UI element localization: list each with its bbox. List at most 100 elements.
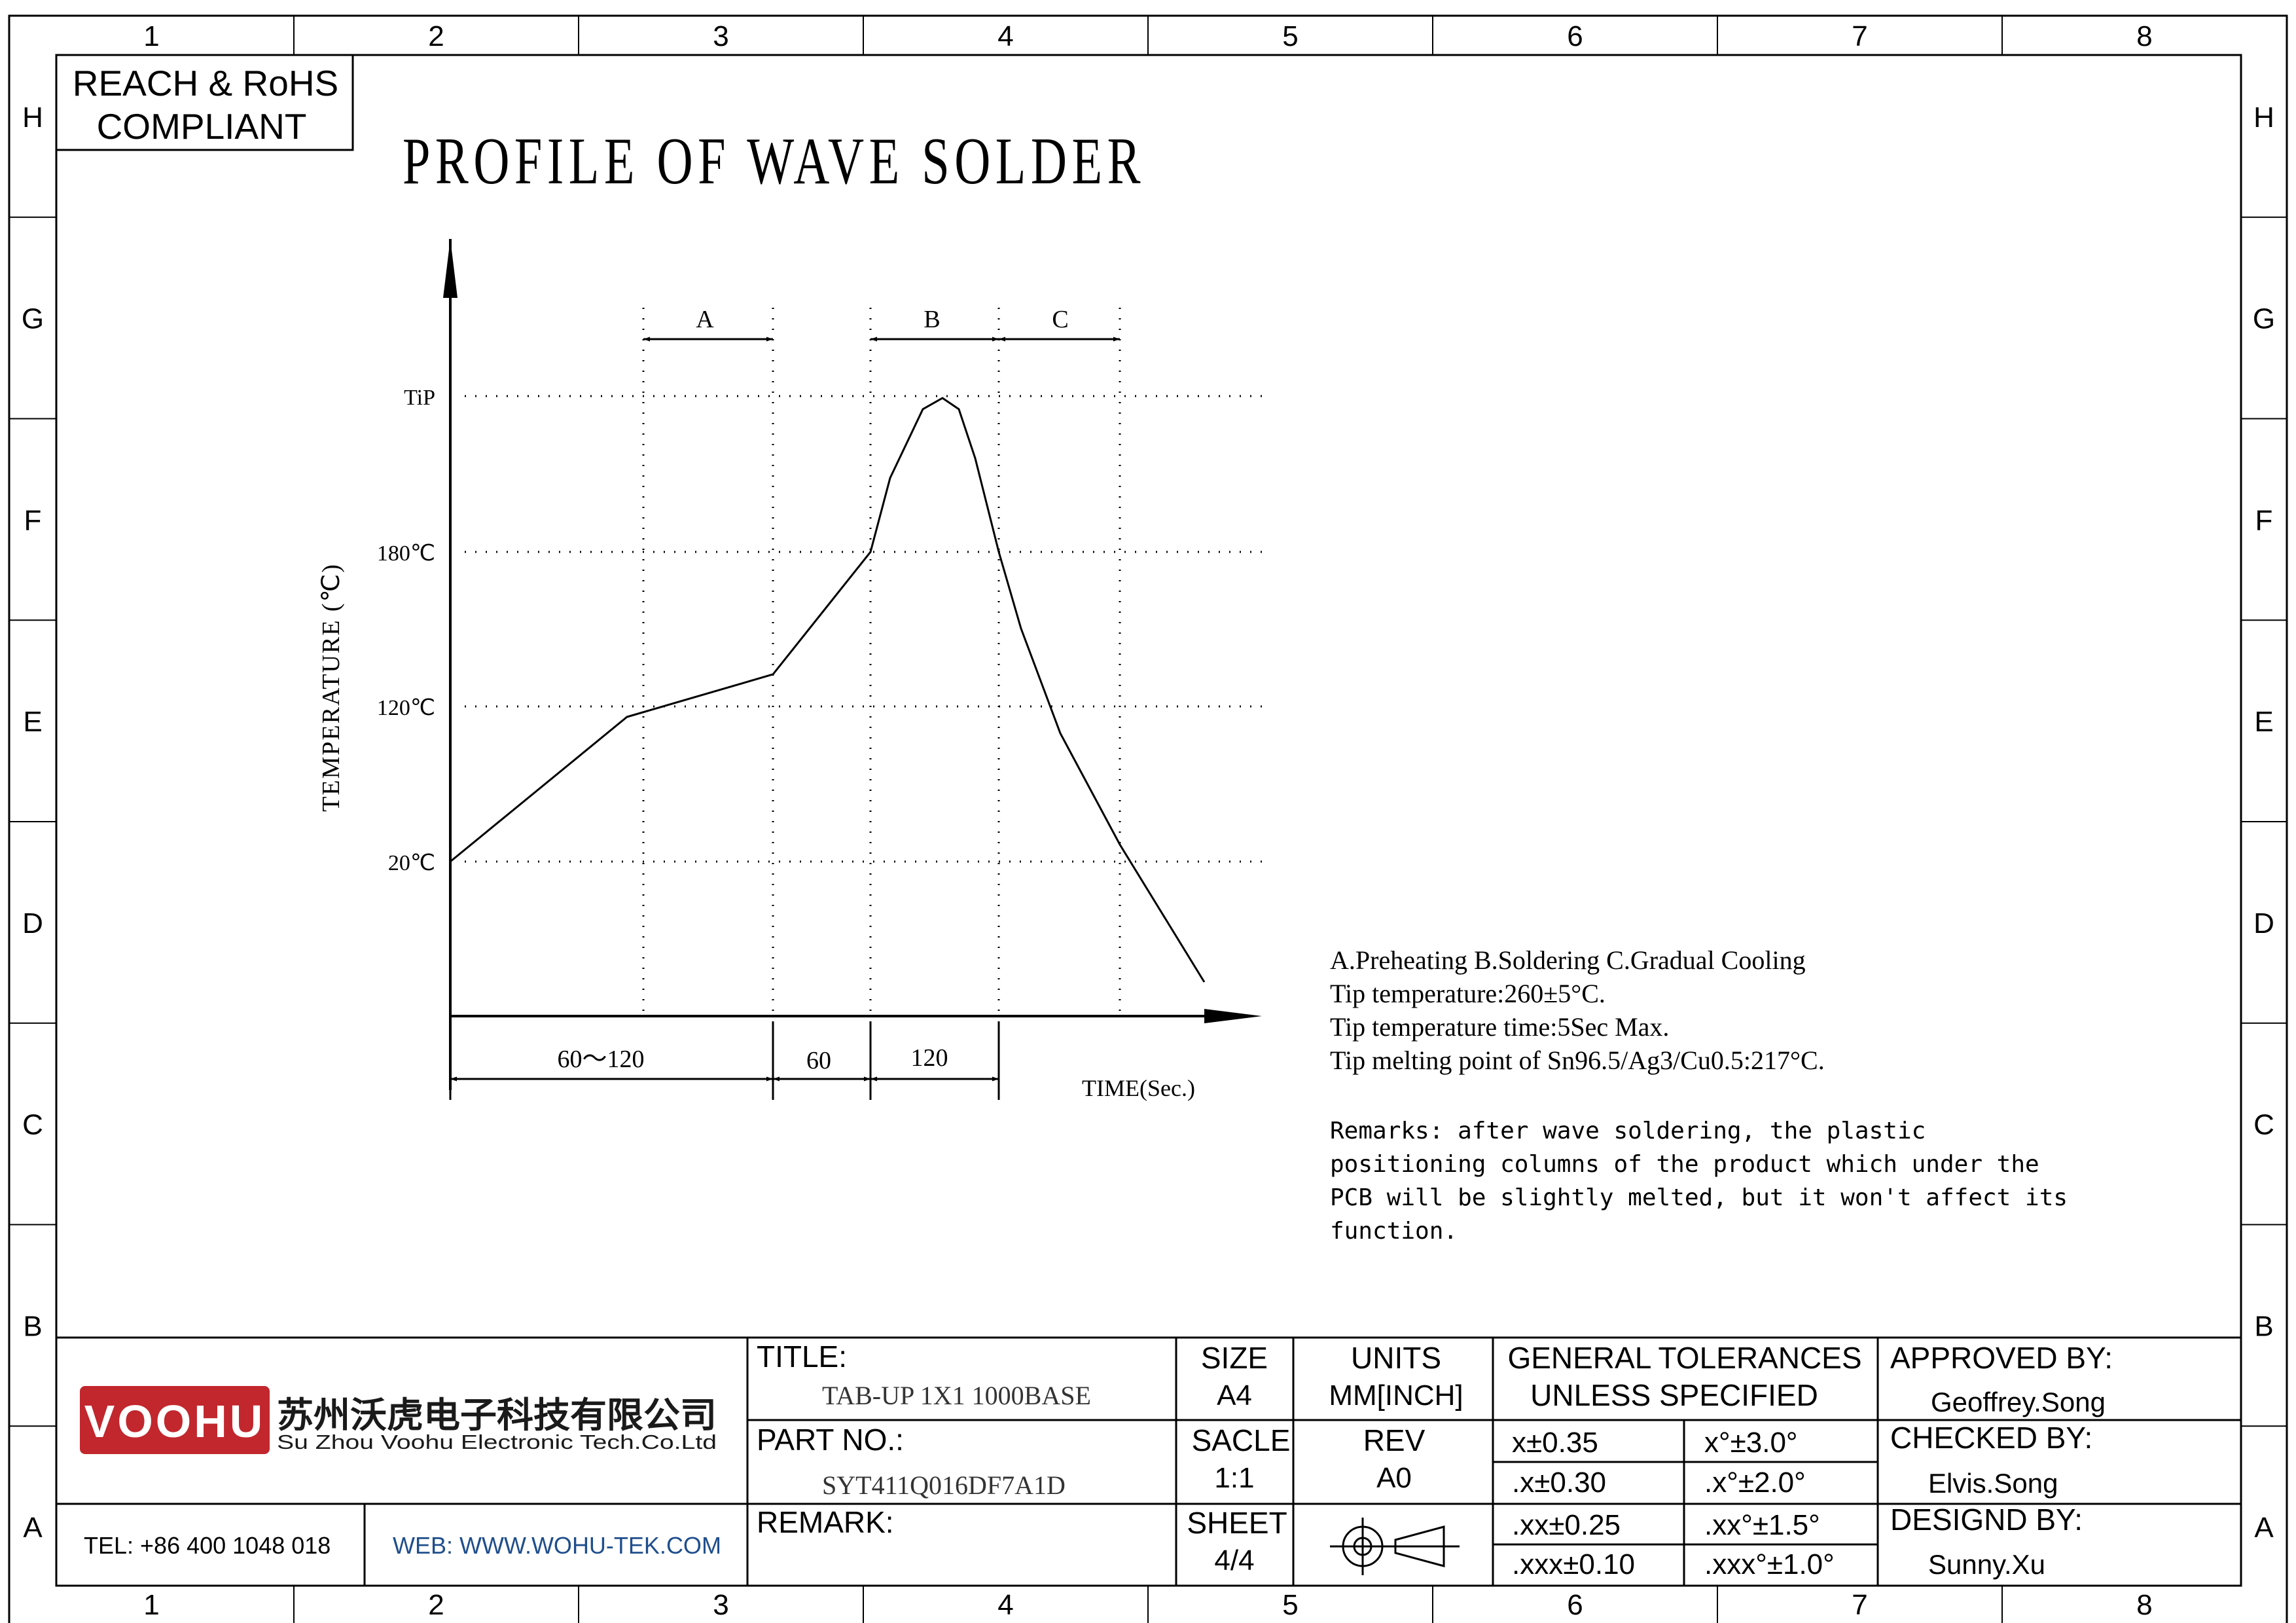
y-axis-label: TEMPERATURE (℃) [317, 563, 345, 812]
scale-label: SACLE [1192, 1423, 1291, 1457]
logo-badge [80, 1386, 270, 1454]
tolerance-angular-1: .x°±2.0° [1704, 1467, 1806, 1499]
tolerance-linear-1: .x±0.30 [1512, 1467, 1606, 1499]
zone-grid-labels: 1 1 2 2 3 3 4 4 5 5 6 6 7 7 8 8 H H G G F F E E D D C C B B A A [22, 20, 2275, 1621]
row-label-right-C: C [2253, 1109, 2274, 1141]
checked-by-name: Elvis.Song [1928, 1468, 2058, 1499]
row-label-right-G: G [2253, 303, 2275, 335]
tolerances-header-line-2: UNLESS SPECIFIED [1530, 1378, 1818, 1412]
column-label-bottom-1: 1 [143, 1589, 159, 1621]
row-label-left-G: G [22, 303, 44, 335]
level-20-label: 20℃ [388, 851, 435, 875]
checked-by-label: CHECKED BY: [1890, 1421, 2092, 1455]
company-name-cn: 苏州沃虎电子科技有限公司 [277, 1396, 717, 1435]
outer-frame [8, 14, 2288, 1623]
zone-b-label: B [924, 306, 940, 333]
remark-field-label: REMARK: [757, 1505, 894, 1539]
column-label-bottom-2: 2 [428, 1589, 444, 1621]
x-axis-arrow [1204, 1009, 1262, 1023]
row-label-right-B: B [2254, 1310, 2273, 1342]
company-logo: VOOHU 苏州沃虎电子科技有限公司 Su Zhou Voohu Electro… [80, 1386, 717, 1454]
zones-legend: A.Preheating B.Soldering C.Gradual Cooli… [1330, 945, 1806, 975]
row-label-left-H: H [22, 101, 43, 134]
column-label-top-3: 3 [713, 20, 728, 52]
revision-label: REV [1363, 1423, 1426, 1457]
level-120-label: 120℃ [377, 696, 435, 720]
tip-time-note: Tip temperature time:5Sec Max. [1330, 1012, 1669, 1042]
part-number-label: PART NO.: [757, 1423, 904, 1457]
row-label-right-D: D [2253, 907, 2274, 939]
column-label-top-5: 5 [1282, 20, 1298, 52]
row-label-right-E: E [2254, 706, 2273, 738]
size-label: SIZE [1201, 1341, 1268, 1375]
title-field-value: TAB-UP 1X1 1000BASE [822, 1381, 1091, 1410]
row-label-right-A: A [2254, 1512, 2274, 1544]
zone-boundary-lines [642, 308, 1121, 1016]
zone-a-label: A [696, 306, 714, 333]
column-label-bottom-4: 4 [997, 1589, 1013, 1621]
column-label-top-7: 7 [1852, 20, 1867, 52]
row-label-right-H: H [2253, 101, 2274, 134]
duration-preheat-label: 60～120 [557, 1046, 644, 1073]
compliance-line-2: COMPLIANT [97, 106, 307, 147]
column-label-bottom-7: 7 [1852, 1589, 1867, 1621]
remarks-line-1: Remarks: after wave soldering, the plast… [1330, 1118, 1926, 1144]
approved-by-name: Geoffrey.Song [1931, 1387, 2106, 1417]
units-label: UNITS [1351, 1341, 1441, 1375]
revision-value: A0 [1376, 1462, 1412, 1494]
column-label-top-4: 4 [997, 20, 1013, 52]
column-label-bottom-5: 5 [1282, 1589, 1298, 1621]
compliance-stamp: REACH & RoHS COMPLIANT [55, 54, 354, 151]
remarks-block: Remarks: after wave soldering, the plast… [1330, 1118, 2068, 1245]
duration-dimensions [449, 1021, 1000, 1100]
row-label-left-A: A [23, 1512, 43, 1544]
tolerance-linear-0: x±0.35 [1512, 1427, 1598, 1459]
size-value: A4 [1217, 1379, 1252, 1412]
company-name-en: Su Zhou Voohu Electronic Tech.Co.Ltd [277, 1431, 717, 1453]
column-label-bottom-3: 3 [713, 1589, 728, 1621]
compliance-line-1: REACH & RoHS [73, 63, 338, 103]
scale-value: 1:1 [1214, 1462, 1254, 1494]
designed-by-name: Sunny.Xu [1928, 1549, 2045, 1580]
melting-point-note: Tip melting point of Sn96.5/Ag3/Cu0.5:21… [1330, 1046, 1825, 1075]
column-label-bottom-6: 6 [1567, 1589, 1583, 1621]
zone-c-label: C [1052, 306, 1068, 333]
column-label-top-1: 1 [143, 20, 159, 52]
first-angle-projection-icon [1330, 1518, 1460, 1575]
column-label-top-8: 8 [2136, 20, 2152, 52]
tolerance-linear-2: .xx±0.25 [1512, 1509, 1621, 1541]
row-label-left-D: D [22, 907, 43, 939]
zone-grid-ticks [9, 16, 2287, 1623]
tolerance-angular-3: .xxx°±1.0° [1704, 1548, 1835, 1580]
title-block: VOOHU 苏州沃虎电子科技有限公司 Su Zhou Voohu Electro… [56, 1336, 2241, 1586]
tolerance-table: x±0.35 x°±3.0° .x±0.30 .x°±2.0° .xx±0.25… [1512, 1427, 1835, 1580]
remarks-line-4: function. [1330, 1218, 1458, 1245]
row-label-left-C: C [22, 1109, 43, 1141]
column-label-top-6: 6 [1567, 20, 1583, 52]
sheet-value: 4/4 [1214, 1544, 1254, 1577]
duration-solder-label: 120 [911, 1044, 948, 1072]
level-180-label: 180℃ [377, 541, 435, 566]
company-telephone: TEL: +86 400 1048 018 [84, 1532, 331, 1559]
row-label-right-F: F [2255, 504, 2273, 536]
tolerance-linear-3: .xxx±0.10 [1512, 1548, 1635, 1580]
tolerance-angular-0: x°±3.0° [1704, 1427, 1798, 1459]
remarks-line-3: PCB will be slightly melted, but it won'… [1330, 1184, 2068, 1211]
row-label-left-F: F [24, 504, 42, 536]
row-label-left-B: B [23, 1310, 42, 1342]
remarks-line-2: positioning columns of the product which… [1330, 1151, 2039, 1178]
tolerances-header-line-1: GENERAL TOLERANCES [1507, 1341, 1861, 1375]
part-number-value: SYT411Q016DF7A1D [822, 1470, 1066, 1500]
tip-temperature-note: Tip temperature:260±5°C. [1330, 979, 1605, 1008]
temperature-reference-lines [465, 395, 1266, 863]
units-value: MM[INCH] [1329, 1379, 1463, 1412]
x-axis-label: TIME(Sec.) [1082, 1075, 1195, 1101]
logo-wordmark: VOOHU [84, 1396, 266, 1447]
y-axis-arrow [443, 239, 457, 298]
row-label-left-E: E [23, 706, 42, 738]
temperature-profile-curve [450, 397, 1206, 983]
column-label-bottom-8: 8 [2136, 1589, 2152, 1621]
sheet-label: SHEET [1187, 1506, 1287, 1540]
designed-by-label: DESIGND BY: [1890, 1503, 2083, 1537]
